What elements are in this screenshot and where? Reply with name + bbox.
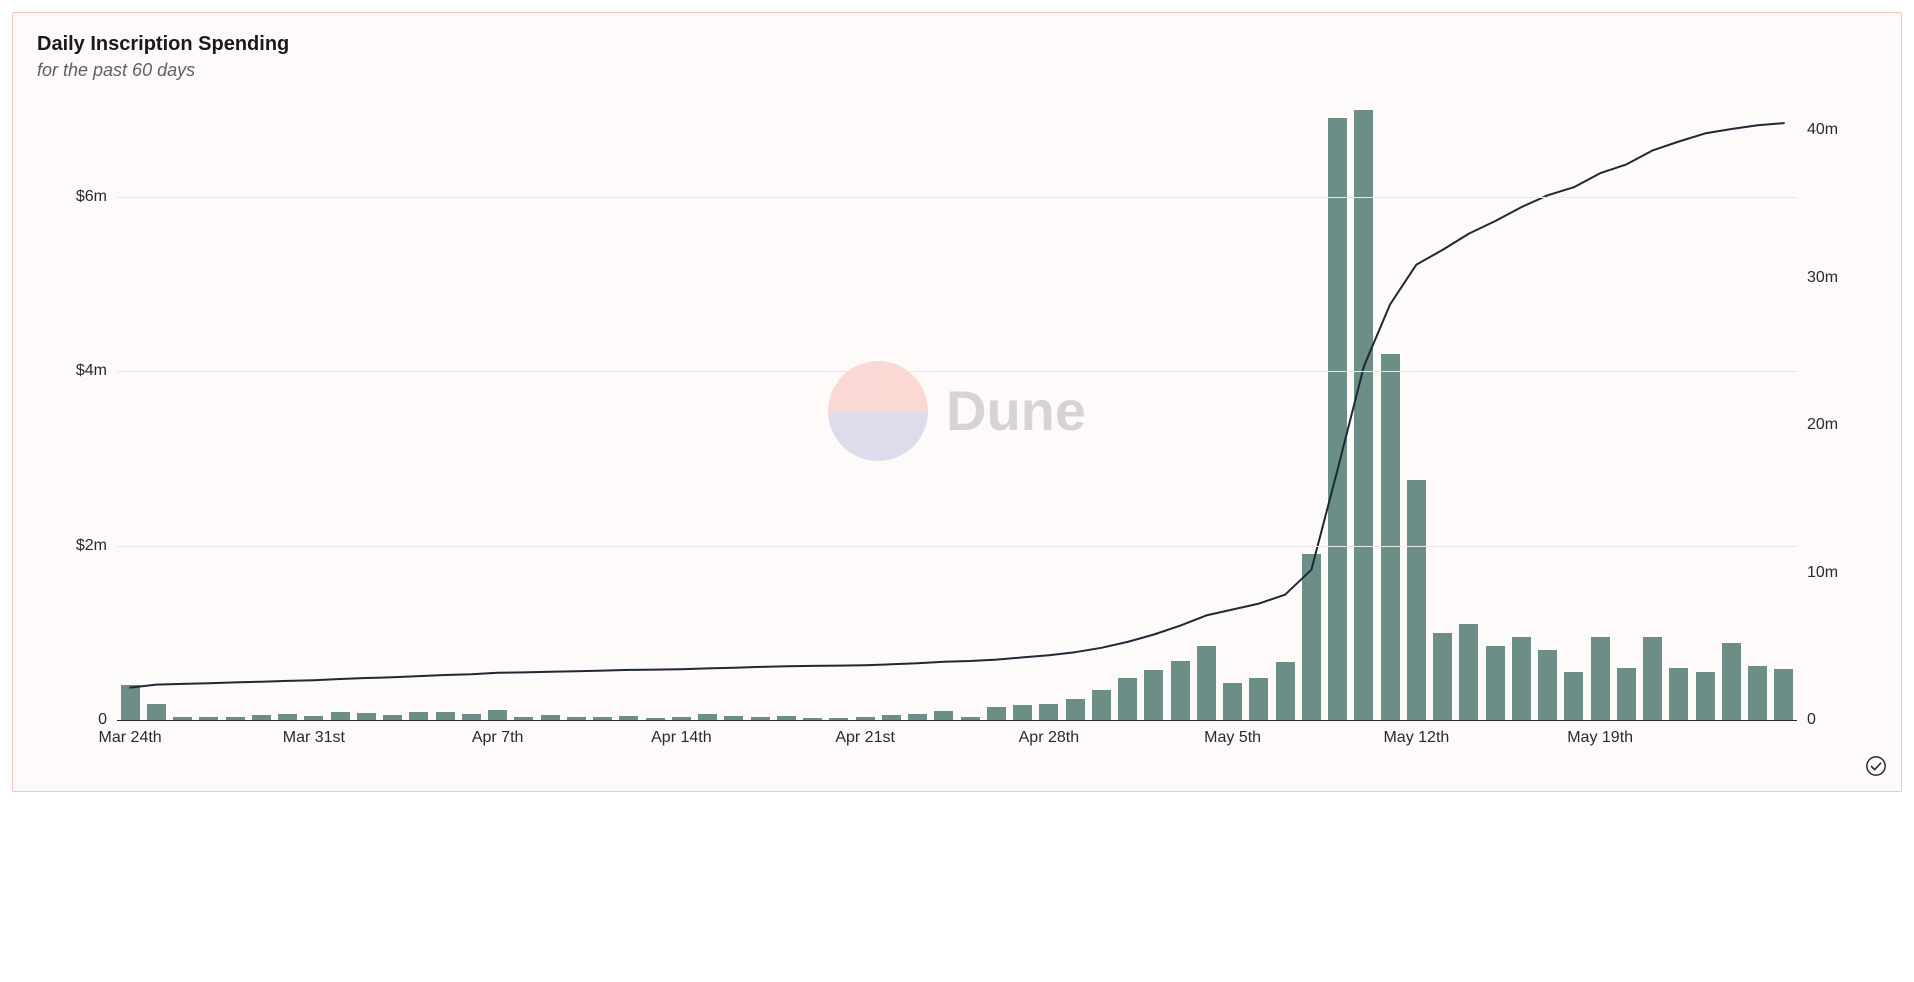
bar [724,716,743,720]
bar [646,718,665,720]
bar [199,717,218,720]
y-right-label: 20m [1807,416,1877,434]
bar [908,714,927,720]
bar [1774,669,1793,720]
bar [1643,637,1662,720]
bar [1669,668,1688,720]
bar [409,712,428,720]
bar [252,715,271,720]
bar [357,713,376,720]
x-label: Apr 21st [835,729,895,747]
verified-check-icon [1865,755,1887,777]
bar [1118,678,1137,720]
bar [304,716,323,720]
gridline [117,197,1797,198]
bar [1591,637,1610,720]
bar [278,714,297,720]
bar [147,704,166,720]
bar [698,714,717,720]
bar [1066,699,1085,720]
y-right-label: 10m [1807,564,1877,582]
bar [383,715,402,720]
x-label: May 19th [1567,729,1633,747]
bar [1197,646,1216,720]
bar [1223,683,1242,720]
bar [331,712,350,720]
bar [803,718,822,720]
y-left-label: 0 [37,711,107,729]
bar [121,685,140,720]
bar [1328,118,1347,720]
bar [541,715,560,720]
x-label: May 5th [1204,729,1261,747]
y-right-label: 0 [1807,711,1877,729]
bar [1144,670,1163,720]
x-label: Mar 31st [283,729,345,747]
bar [1538,650,1557,720]
bar [1276,662,1295,720]
bar [856,717,875,720]
bar [1512,637,1531,720]
bar [777,716,796,720]
bar [619,716,638,720]
bar [1302,554,1321,720]
bar [514,717,533,720]
bar [1039,704,1058,720]
bar [961,717,980,720]
x-label: Mar 24th [99,729,162,747]
y-left-label: $2m [37,537,107,555]
bar [1013,705,1032,720]
chart-panel: Daily Inscription Spending for the past … [12,12,1902,792]
bar [751,717,770,720]
x-label: May 12th [1383,729,1449,747]
bar [1171,661,1190,720]
bar [1748,666,1767,720]
bar [1354,110,1373,720]
x-axis-labels: Mar 24thMar 31stApr 7thApr 14thApr 21stA… [117,729,1797,759]
x-label: Apr 14th [651,729,711,747]
gridline [117,546,1797,547]
y-left-label: $4m [37,362,107,380]
bar [882,715,901,720]
x-label: Apr 7th [472,729,524,747]
bar [436,712,455,720]
bar [1092,690,1111,721]
bar [1564,672,1583,720]
chart-subtitle: for the past 60 days [37,60,1877,81]
y-left-label: $6m [37,188,107,206]
bar [934,711,953,720]
bar [593,717,612,720]
bar [226,717,245,720]
bar [1249,678,1268,720]
bar [488,710,507,720]
y-right-label: 40m [1807,121,1877,139]
bar [1459,624,1478,720]
x-label: Apr 28th [1019,729,1079,747]
plot-area: Dune 0$2m$4m$6m010m20m30m40m [117,101,1797,721]
bar [567,717,586,720]
bar [987,707,1006,720]
bar [1696,672,1715,720]
y-right-label: 30m [1807,269,1877,287]
bar [462,714,481,720]
bar [1407,480,1426,720]
bar [1486,646,1505,720]
gridline [117,371,1797,372]
bar [1433,633,1452,720]
bar [1381,354,1400,720]
chart-title: Daily Inscription Spending [37,33,1877,56]
bar [173,717,192,720]
bar-series [117,101,1797,720]
bar [829,718,848,720]
bar [672,717,691,720]
bar [1617,668,1636,720]
bar [1722,643,1741,720]
